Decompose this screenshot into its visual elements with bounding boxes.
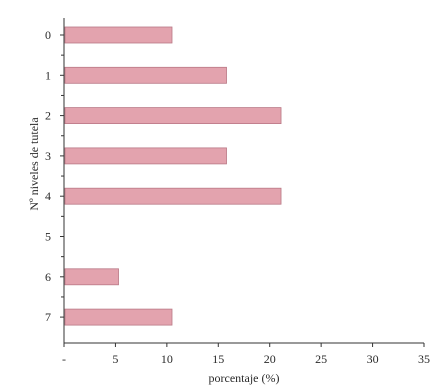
y-tick-label: 4 xyxy=(45,189,51,203)
x-tick-label: 30 xyxy=(367,352,379,366)
x-tick-label: 35 xyxy=(418,352,430,366)
y-tick-label: 2 xyxy=(45,109,51,123)
x-axis-ticks: - 5 10 15 20 25 30 35 xyxy=(62,343,430,366)
y-tick-label: 1 xyxy=(45,68,51,82)
bar-1 xyxy=(64,66,227,84)
y-tick-label: 7 xyxy=(45,310,51,324)
x-tick-label: 25 xyxy=(315,352,327,366)
y-tick-label: 0 xyxy=(45,28,51,42)
y-tick-label: 5 xyxy=(45,230,51,244)
y-axis-title: Nº niveles de tutela xyxy=(27,117,41,211)
bar-7 xyxy=(64,308,173,326)
bar-4 xyxy=(64,187,282,205)
x-tick-label: 20 xyxy=(264,352,276,366)
y-axis-ticks: 0 1 2 3 4 5 6 7 xyxy=(45,28,64,324)
y-tick-label: 6 xyxy=(45,270,51,284)
y-tick-label: 3 xyxy=(45,149,51,163)
x-tick-label: 15 xyxy=(212,352,224,366)
bar-6 xyxy=(64,268,119,286)
x-axis-title: porcentaje (%) xyxy=(209,371,280,385)
x-tick-label: - xyxy=(62,352,66,366)
x-tick-label: 5 xyxy=(112,352,118,366)
bar-3 xyxy=(64,147,227,165)
x-tick-label: 10 xyxy=(161,352,173,366)
bars-group xyxy=(64,26,282,326)
bar-2 xyxy=(64,107,282,124)
bar-0 xyxy=(64,26,173,44)
